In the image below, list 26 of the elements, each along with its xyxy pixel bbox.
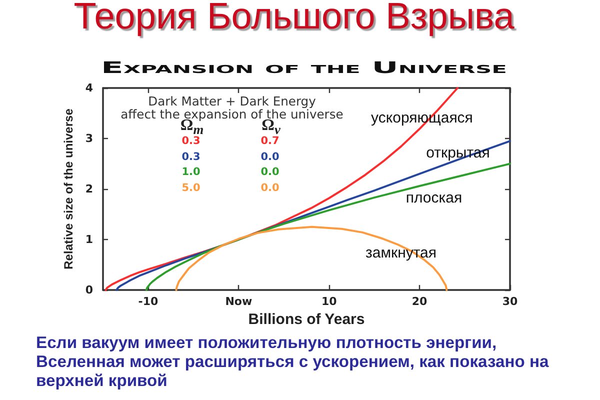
series-label: плоская xyxy=(406,189,462,207)
annotation: 0.0 xyxy=(260,166,280,178)
y-tick-label: 4 xyxy=(85,82,94,94)
y-tick-label: 3 xyxy=(85,132,93,145)
annotation: 0.3 xyxy=(182,134,200,148)
text: Если вакуум имеет положительную плотность энергии, Вселенная может расширяться с ускорением, как показано на верхней кривой xyxy=(36,333,550,390)
x-axis-title: Billions of Years xyxy=(248,311,365,328)
chart-subtitle: Expansion of the Universe xyxy=(101,58,507,78)
annotation: 1.0 xyxy=(182,166,200,178)
y-tick-label: 2 xyxy=(85,182,93,196)
annotation: 0.3 xyxy=(182,150,200,163)
annotation: 0.7 xyxy=(260,134,280,148)
annotation: 0.0 xyxy=(260,182,280,194)
annotation: 5.0 xyxy=(182,182,200,194)
x-tick-label: 30 xyxy=(502,295,518,308)
y-tick-label: 1 xyxy=(85,233,93,246)
x-tick-label: -10 xyxy=(138,295,159,308)
y-axis-title: Relative size of the universe xyxy=(61,108,76,270)
x-tick-label: 10 xyxy=(321,295,338,308)
line-series xyxy=(145,162,511,291)
chart-title: Теория Большого Взрыва xyxy=(74,0,514,38)
x-tick-label: Now xyxy=(225,295,252,308)
x-tick-label: 20 xyxy=(412,295,428,308)
y-tick-label: 0 xyxy=(85,284,94,296)
line-series xyxy=(175,226,448,291)
annotation: 0.0 xyxy=(260,150,280,163)
